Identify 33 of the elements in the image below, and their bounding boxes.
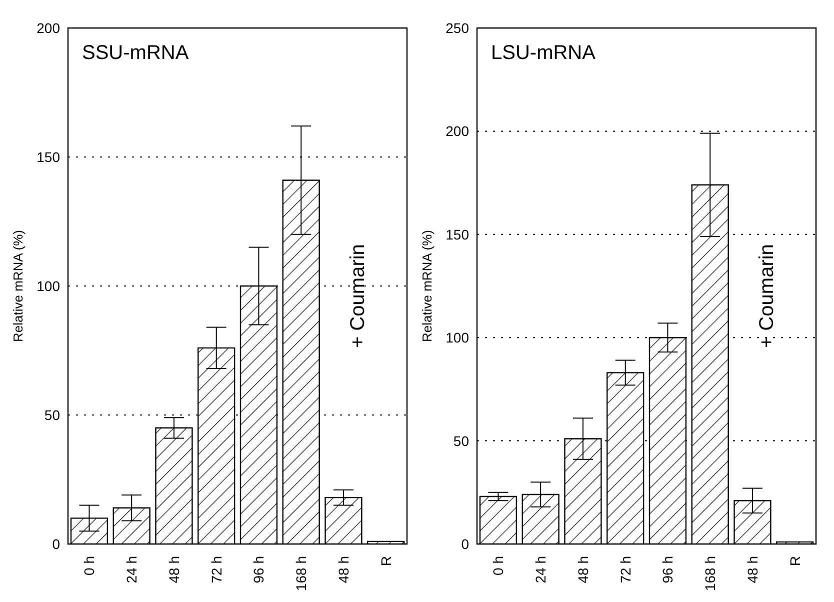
annotation: + Coumarin xyxy=(756,244,780,348)
x-tick-label: 72 h xyxy=(208,556,224,584)
text: SSU-mRNA xyxy=(82,42,189,65)
x-tick-label: 168 h xyxy=(293,556,310,592)
text: LSU-mRNA xyxy=(491,42,596,65)
x-tick-label: 24 h xyxy=(124,556,140,584)
x-tick-label: 72 h xyxy=(617,556,634,584)
y-tick-label: 100 xyxy=(446,330,470,346)
y-tick-label: 0 xyxy=(52,536,60,552)
y-tick-label: 50 xyxy=(44,406,60,423)
y-tick-label: 50 xyxy=(453,432,470,449)
x-tick-label: 48 h xyxy=(574,556,591,584)
y-tick-label: 200 xyxy=(36,20,60,36)
x-tick-label: 0 h xyxy=(490,556,506,576)
y-tick-label: 250 xyxy=(446,20,470,36)
y-axis-title: Relative mRNA (%) xyxy=(420,230,435,342)
x-tick-label: 168 h xyxy=(702,556,718,592)
y-tick-label: 100 xyxy=(36,278,60,294)
x-tick-label: 48 h xyxy=(744,556,760,584)
x-tick-label: R xyxy=(786,556,803,566)
y-tick-label: 150 xyxy=(446,226,470,242)
y-axis-title: Relative mRNA (%) xyxy=(10,230,26,342)
x-tick-label: 96 h xyxy=(660,556,676,584)
x-tick-label: 48 h xyxy=(166,556,182,584)
y-tick-label: 0 xyxy=(461,536,470,552)
x-tick-label: 0 h xyxy=(81,556,98,576)
y-tick-label: 200 xyxy=(446,123,470,140)
x-tick-label: R xyxy=(378,556,394,566)
x-tick-label: 96 h xyxy=(250,556,267,584)
y-tick-label: 150 xyxy=(36,148,60,165)
annotation: + Coumarin xyxy=(347,244,370,348)
x-tick-label: 48 h xyxy=(335,556,352,584)
x-tick-label: 24 h xyxy=(532,556,549,584)
